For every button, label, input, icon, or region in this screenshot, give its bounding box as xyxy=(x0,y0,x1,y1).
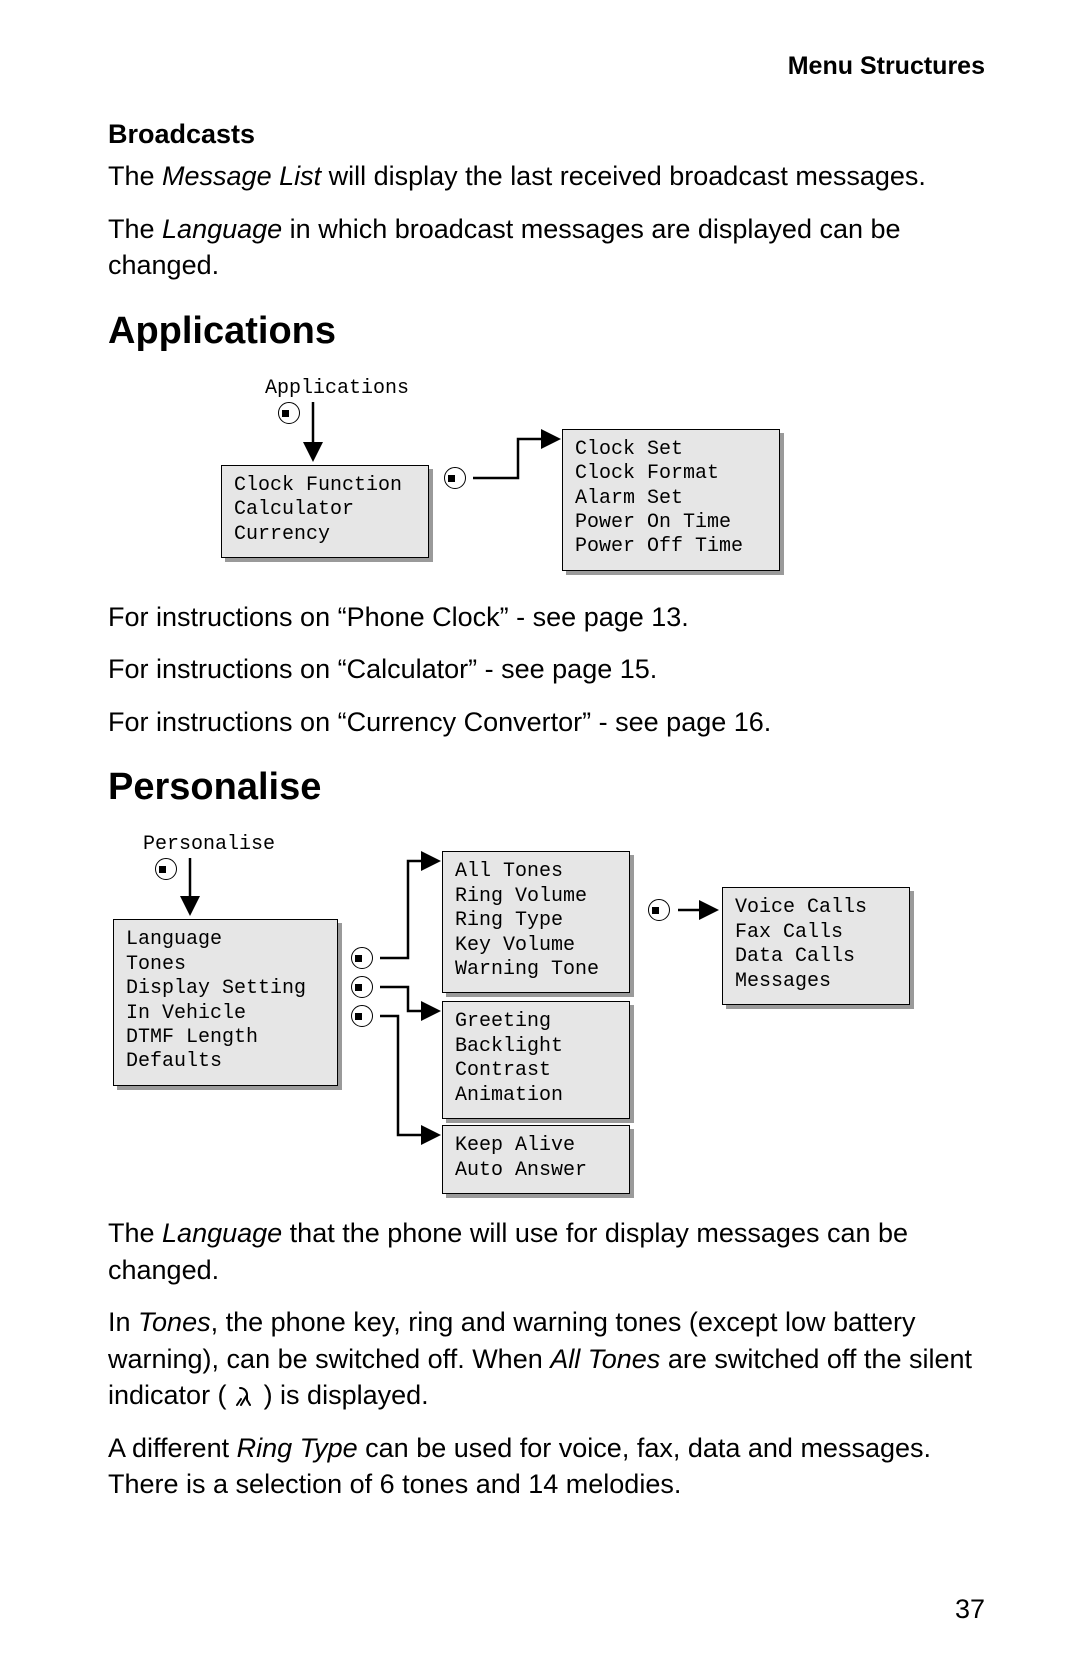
applications-heading: Applications xyxy=(108,306,985,357)
diagram-arrows xyxy=(108,831,978,1201)
diagram-arrows xyxy=(108,375,978,585)
text: A different xyxy=(108,1433,237,1463)
page-header: Menu Structures xyxy=(108,50,985,84)
term-language2: Language xyxy=(162,1218,282,1248)
applications-diagram: Applications Clock Function Calculator C… xyxy=(108,375,978,585)
personalise-p1: The Language that the phone will use for… xyxy=(108,1215,985,1288)
silent-indicator-icon xyxy=(234,1385,256,1407)
applications-ref3: For instructions on “Currency Convertor”… xyxy=(108,704,985,740)
term-all-tones: All Tones xyxy=(550,1344,660,1374)
term-message-list: Message List xyxy=(162,161,321,191)
broadcasts-heading: Broadcasts xyxy=(108,116,985,152)
text: The xyxy=(108,1218,162,1248)
text: will display the last received broadcast… xyxy=(321,161,926,191)
broadcasts-p1: The Message List will display the last r… xyxy=(108,158,985,194)
text: ) is displayed. xyxy=(256,1380,429,1410)
personalise-p3: A different Ring Type can be used for vo… xyxy=(108,1430,985,1503)
text: The xyxy=(108,214,162,244)
personalise-heading: Personalise xyxy=(108,762,985,813)
page-number: 37 xyxy=(955,1591,985,1627)
personalise-diagram: Personalise Language Tones Display Setti… xyxy=(108,831,978,1201)
text: In xyxy=(108,1307,138,1337)
term-ring-type: Ring Type xyxy=(237,1433,358,1463)
personalise-p2: In Tones, the phone key, ring and warnin… xyxy=(108,1304,985,1413)
broadcasts-p2: The Language in which broadcast messages… xyxy=(108,211,985,284)
applications-ref2: For instructions on “Calculator” - see p… xyxy=(108,651,985,687)
term-tones: Tones xyxy=(138,1307,211,1337)
text: The xyxy=(108,161,162,191)
applications-ref1: For instructions on “Phone Clock” - see … xyxy=(108,599,985,635)
term-language: Language xyxy=(162,214,282,244)
